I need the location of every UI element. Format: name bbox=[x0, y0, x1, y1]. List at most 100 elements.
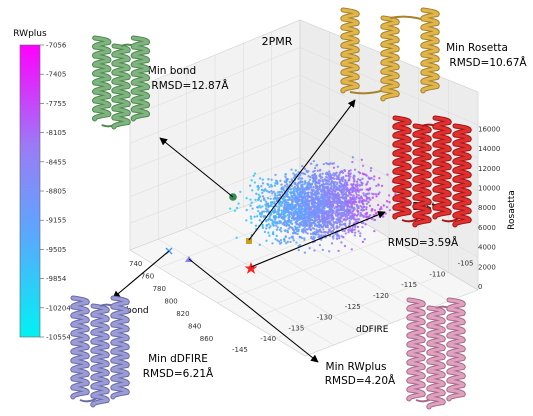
data-point bbox=[346, 202, 350, 206]
data-point bbox=[385, 200, 389, 203]
data-point bbox=[325, 210, 328, 214]
data-point bbox=[292, 218, 296, 221]
data-point bbox=[342, 175, 345, 179]
data-point bbox=[344, 174, 348, 177]
data-point bbox=[274, 238, 277, 241]
data-point bbox=[331, 229, 335, 233]
data-point bbox=[279, 203, 282, 207]
data-point bbox=[283, 240, 286, 243]
data-point bbox=[318, 201, 321, 204]
data-point bbox=[352, 186, 355, 189]
data-point bbox=[298, 215, 302, 218]
data-point bbox=[280, 201, 283, 205]
data-point bbox=[303, 167, 307, 171]
data-point bbox=[340, 169, 344, 173]
data-point bbox=[249, 184, 252, 187]
data-point bbox=[313, 191, 317, 195]
data-point bbox=[286, 185, 289, 188]
data-point bbox=[258, 212, 262, 215]
helix-highlight bbox=[427, 306, 445, 409]
z-tick: 16000 bbox=[478, 125, 500, 133]
data-point bbox=[344, 232, 347, 235]
data-point bbox=[304, 199, 308, 202]
data-point bbox=[317, 233, 320, 236]
data-point bbox=[358, 171, 362, 175]
data-point bbox=[368, 196, 371, 200]
data-point bbox=[357, 197, 360, 200]
data-point bbox=[282, 186, 285, 189]
data-point bbox=[373, 229, 376, 233]
data-point bbox=[316, 211, 319, 215]
y-tick: 780 bbox=[153, 285, 166, 293]
colorbar-tick: -8105 bbox=[46, 129, 66, 137]
data-point bbox=[373, 175, 376, 178]
data-point bbox=[323, 209, 326, 212]
data-point bbox=[284, 229, 287, 233]
data-point bbox=[351, 160, 354, 164]
data-point bbox=[335, 234, 339, 237]
data-point bbox=[328, 172, 332, 175]
data-point bbox=[353, 234, 357, 237]
data-point bbox=[359, 188, 363, 191]
data-point bbox=[314, 201, 317, 204]
data-point bbox=[325, 225, 328, 229]
data-point bbox=[268, 234, 271, 237]
data-point bbox=[354, 225, 357, 229]
colorbar-tick: -10204 bbox=[46, 304, 71, 312]
data-point bbox=[366, 180, 369, 184]
data-point bbox=[299, 177, 303, 180]
data-point bbox=[290, 219, 293, 222]
data-point bbox=[332, 166, 336, 169]
data-point bbox=[293, 185, 296, 189]
data-point bbox=[330, 213, 334, 217]
data-point bbox=[374, 211, 378, 215]
colorbar-tick: -9155 bbox=[46, 217, 66, 225]
data-point bbox=[258, 177, 262, 180]
data-point bbox=[294, 212, 297, 215]
protein-min-dDFIRE bbox=[70, 295, 130, 408]
data-point bbox=[285, 223, 288, 226]
data-point bbox=[300, 199, 303, 202]
data-point bbox=[305, 186, 308, 190]
data-point bbox=[257, 193, 260, 196]
data-point bbox=[318, 185, 321, 189]
data-point bbox=[378, 208, 382, 211]
data-point bbox=[375, 195, 378, 198]
data-point bbox=[295, 241, 298, 244]
data-point bbox=[361, 172, 365, 175]
data-point bbox=[309, 208, 313, 211]
data-point bbox=[290, 168, 293, 171]
data-point bbox=[348, 216, 352, 219]
data-point bbox=[345, 209, 348, 212]
data-point bbox=[329, 187, 332, 191]
data-point bbox=[329, 209, 332, 212]
data-point bbox=[365, 208, 368, 211]
data-point bbox=[310, 222, 313, 225]
data-point bbox=[325, 186, 329, 189]
data-point bbox=[280, 183, 283, 186]
data-point bbox=[319, 208, 323, 211]
data-point bbox=[337, 201, 340, 205]
data-point bbox=[305, 228, 308, 231]
data-point bbox=[286, 204, 289, 207]
data-point bbox=[321, 222, 325, 225]
data-point bbox=[277, 201, 281, 204]
data-point bbox=[292, 176, 296, 179]
data-point bbox=[330, 226, 333, 230]
data-point bbox=[311, 174, 314, 177]
data-point bbox=[353, 218, 357, 221]
data-point bbox=[347, 179, 350, 182]
data-point bbox=[365, 188, 368, 191]
data-point bbox=[324, 182, 327, 186]
colorbar-gradient bbox=[19, 44, 41, 338]
data-point bbox=[296, 226, 299, 229]
data-point bbox=[283, 195, 287, 198]
data-point bbox=[284, 215, 287, 218]
data-point bbox=[298, 217, 301, 220]
data-point bbox=[379, 206, 383, 209]
data-point bbox=[293, 189, 296, 192]
data-point bbox=[301, 186, 304, 189]
data-point bbox=[331, 162, 334, 165]
data-point bbox=[386, 173, 389, 176]
annotation-min-rwplus: Min RWplus RMSD=4.20Å bbox=[325, 361, 396, 387]
